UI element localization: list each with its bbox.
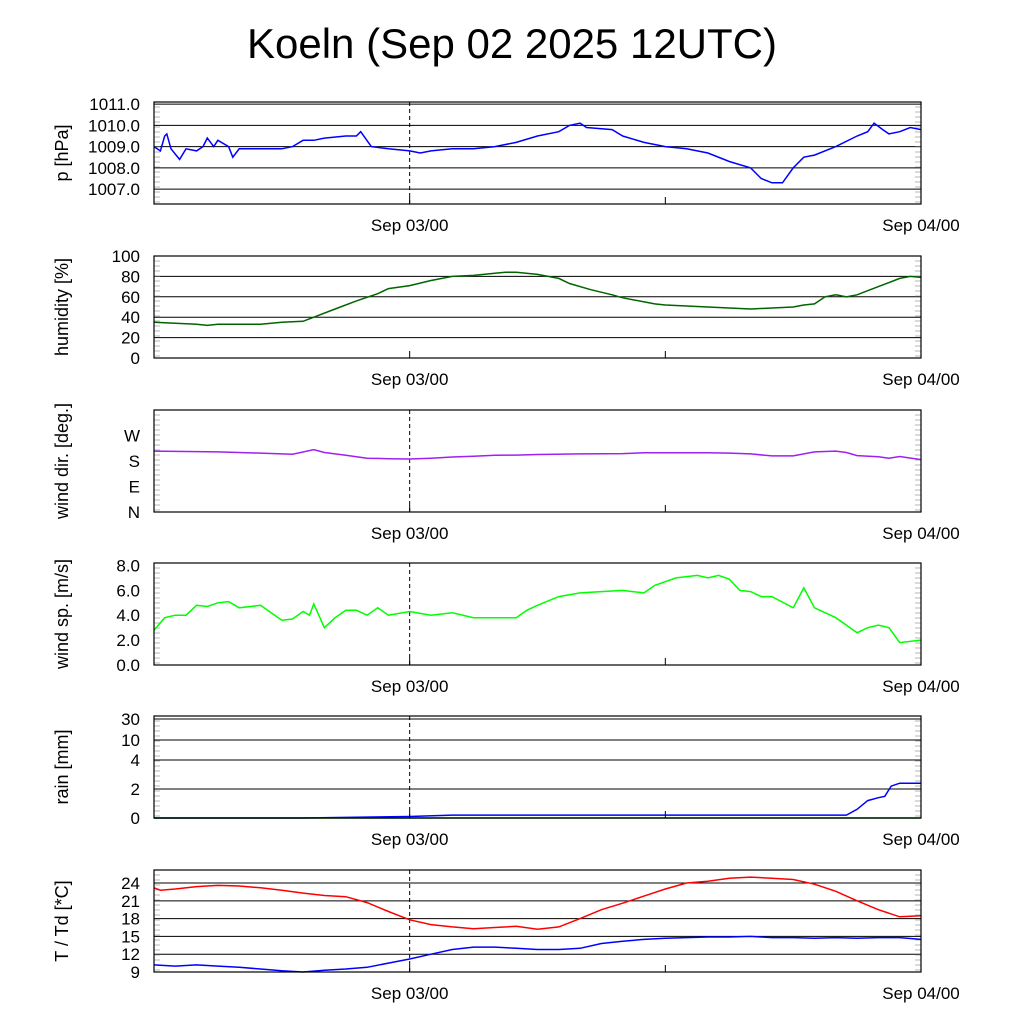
wind-speed-ytick-label: 4.0: [116, 606, 140, 625]
rain-plot-frame: [153, 715, 922, 819]
temperature-plot-frame: [153, 869, 922, 973]
humidity-ytick-label: 20: [121, 329, 140, 348]
temperature-xtick-label: Sep 03/00: [371, 984, 449, 1003]
humidity-xtick-label: Sep 03/00: [371, 370, 449, 389]
pressure-ytick-label: 1010.0: [88, 116, 140, 135]
wind-direction-plot-frame: [153, 409, 922, 513]
pressure-xtick-label: Sep 03/00: [371, 216, 449, 235]
wind-direction-xtick-label: Sep 03/00: [371, 524, 449, 543]
humidity-xtick-label: Sep 04/00: [882, 370, 960, 389]
rain-ytick-label: 10: [121, 731, 140, 750]
temperature-xtick-label: Sep 04/00: [882, 984, 960, 1003]
wind-speed-ytick-label: 6.0: [116, 581, 140, 600]
wind-direction-ytick-label: E: [129, 478, 140, 497]
pressure-ytick-label: 1007.0: [88, 180, 140, 199]
wind-direction-ytick-label: N: [128, 503, 140, 522]
pressure-series-pressure: [153, 122, 922, 184]
wind-speed-plot-frame: [153, 562, 922, 666]
wind-speed-ytick-label: 2.0: [116, 631, 140, 650]
humidity-plot-frame: [153, 255, 922, 359]
temperature-ytick-label: 15: [121, 927, 140, 946]
rain-ytick-label: 0: [131, 809, 140, 828]
pressure-ytick-label: 1011.0: [89, 95, 140, 114]
pressure-plot-frame: [153, 101, 922, 205]
pressure-ylabel: p [hPa]: [52, 124, 72, 181]
temperature-series-td: [153, 935, 922, 973]
wind-direction-series-wind-direction: [153, 448, 922, 461]
rain-ylabel: rain [mm]: [52, 729, 72, 804]
temperature-ytick-label: 21: [121, 892, 140, 911]
temperature-ylabel: T / Td [*C]: [52, 880, 72, 961]
wind-speed-ytick-label: 0.0: [116, 656, 140, 675]
temperature-ytick-label: 9: [131, 963, 140, 982]
rain-xtick-label: Sep 03/00: [371, 830, 449, 849]
humidity-ylabel: humidity [%]: [52, 258, 72, 356]
pressure-ytick-label: 1009.0: [88, 138, 140, 157]
wind-direction-ylabel: wind dir. [deg.]: [52, 403, 72, 520]
pressure-xtick-label: Sep 04/00: [882, 216, 960, 235]
wind-speed-series-wind-speed: [153, 574, 922, 644]
wind-direction-xtick-label: Sep 04/00: [882, 524, 960, 543]
wind-direction-ytick-label: S: [129, 452, 140, 471]
temperature-ytick-label: 24: [121, 874, 140, 893]
humidity-series-humidity: [153, 271, 922, 327]
rain-ytick-label: 4: [131, 751, 140, 770]
temperature-series-t: [153, 876, 922, 931]
rain-ytick-label: 2: [131, 780, 140, 799]
humidity-ytick-label: 100: [112, 247, 140, 266]
wind-direction-ytick-label: W: [124, 427, 140, 446]
humidity-ytick-label: 40: [121, 308, 140, 327]
rain-ytick-label: 30: [121, 710, 140, 729]
temperature-ytick-label: 18: [121, 910, 140, 929]
humidity-ytick-label: 0: [131, 349, 140, 368]
wind-speed-xtick-label: Sep 04/00: [882, 677, 960, 696]
wind-speed-xtick-label: Sep 03/00: [371, 677, 449, 696]
humidity-ytick-label: 80: [121, 267, 140, 286]
wind-speed-ytick-label: 8.0: [116, 556, 140, 575]
humidity-ytick-label: 60: [121, 288, 140, 307]
rain-series-accumulated-rain: [154, 782, 921, 819]
chart-title: Koeln (Sep 02 2025 12UTC): [247, 20, 777, 67]
pressure-ytick-label: 1008.0: [88, 159, 140, 178]
wind-speed-ylabel: wind sp. [m/s]: [52, 559, 72, 670]
temperature-ytick-label: 12: [121, 945, 140, 964]
rain-xtick-label: Sep 04/00: [882, 830, 960, 849]
